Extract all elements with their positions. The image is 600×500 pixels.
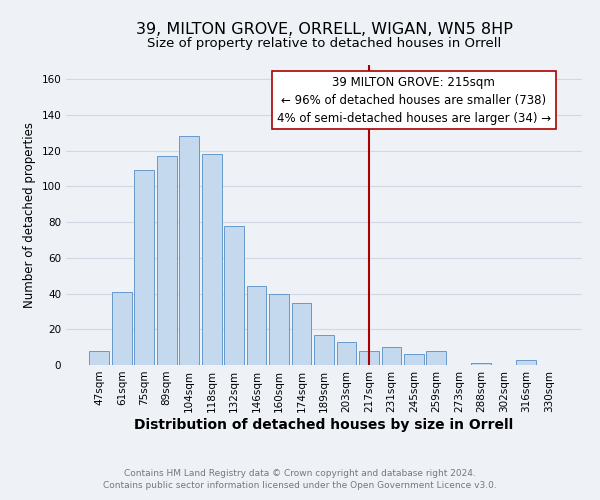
Y-axis label: Number of detached properties: Number of detached properties [23,122,36,308]
Bar [247,286,266,365]
Bar [404,354,424,365]
Bar [112,292,131,365]
Text: Size of property relative to detached houses in Orrell: Size of property relative to detached ho… [147,38,501,51]
Bar [472,363,491,365]
Bar [292,302,311,365]
Bar [314,334,334,365]
Bar [224,226,244,365]
Text: 39, MILTON GROVE, ORRELL, WIGAN, WN5 8HP: 39, MILTON GROVE, ORRELL, WIGAN, WN5 8HP [136,22,512,38]
Bar [337,342,356,365]
Text: 39 MILTON GROVE: 215sqm
← 96% of detached houses are smaller (738)
4% of semi-de: 39 MILTON GROVE: 215sqm ← 96% of detache… [277,76,551,124]
Bar [382,347,401,365]
Text: Contains HM Land Registry data © Crown copyright and database right 2024.
Contai: Contains HM Land Registry data © Crown c… [103,468,497,490]
Bar [134,170,154,365]
Bar [517,360,536,365]
X-axis label: Distribution of detached houses by size in Orrell: Distribution of detached houses by size … [134,418,514,432]
Bar [427,350,446,365]
Bar [359,350,379,365]
Bar [89,350,109,365]
Bar [179,136,199,365]
Bar [269,294,289,365]
Bar [157,156,176,365]
Bar [202,154,221,365]
